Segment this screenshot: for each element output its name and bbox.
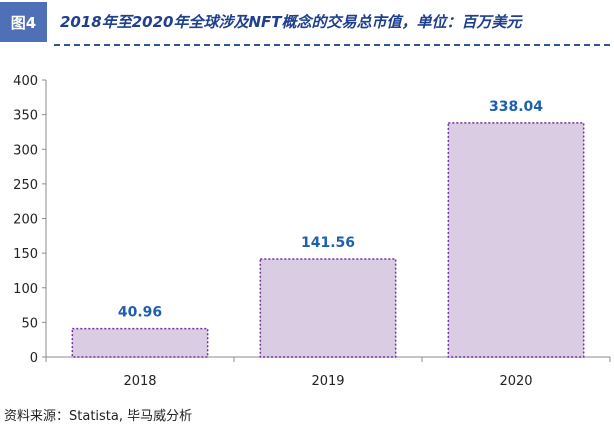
y-tick-label: 100 <box>13 282 38 297</box>
chart-title: 2018年至2020年全球涉及NFT概念的交易总市值，单位：百万美元 <box>60 13 522 31</box>
y-axis: 0 50 100 150 200 250 300 350 400 <box>13 74 47 366</box>
bar-2020 <box>447 122 585 358</box>
figure-header: 图4 2018年至2020年全球涉及NFT概念的交易总市值，单位：百万美元 <box>0 0 614 46</box>
figure-number-badge: 图4 <box>0 2 47 42</box>
y-tick-label: 350 <box>13 109 38 124</box>
y-tick-label: 0 <box>30 351 38 366</box>
y-tick-label: 400 <box>13 74 38 89</box>
x-tick-label: 2019 <box>311 374 344 389</box>
y-tick-label: 250 <box>13 178 38 193</box>
data-label-2020: 338.04 <box>489 99 543 115</box>
x-tick-label: 2018 <box>123 374 156 389</box>
bars <box>71 122 585 358</box>
x-axis: 2018 2019 2020 <box>45 356 611 389</box>
y-tick-label: 200 <box>13 213 38 228</box>
bar-2019 <box>259 258 397 358</box>
x-tick-label: 2020 <box>499 374 532 389</box>
data-label-2018: 40.96 <box>118 305 162 321</box>
y-tick-label: 150 <box>13 247 38 262</box>
data-labels: 40.96 141.56 338.04 <box>118 99 543 321</box>
y-tick-label: 50 <box>21 316 38 331</box>
title-divider <box>54 44 610 46</box>
bar-2018 <box>71 327 209 358</box>
y-tick-label: 300 <box>13 143 38 158</box>
source-note: 资料来源：Statista, 毕马威分析 <box>4 409 193 424</box>
bar-chart: 0 50 100 150 200 250 300 350 400 2018 2019 2020 40… <box>13 74 611 389</box>
data-label-2019: 141.56 <box>301 235 355 251</box>
